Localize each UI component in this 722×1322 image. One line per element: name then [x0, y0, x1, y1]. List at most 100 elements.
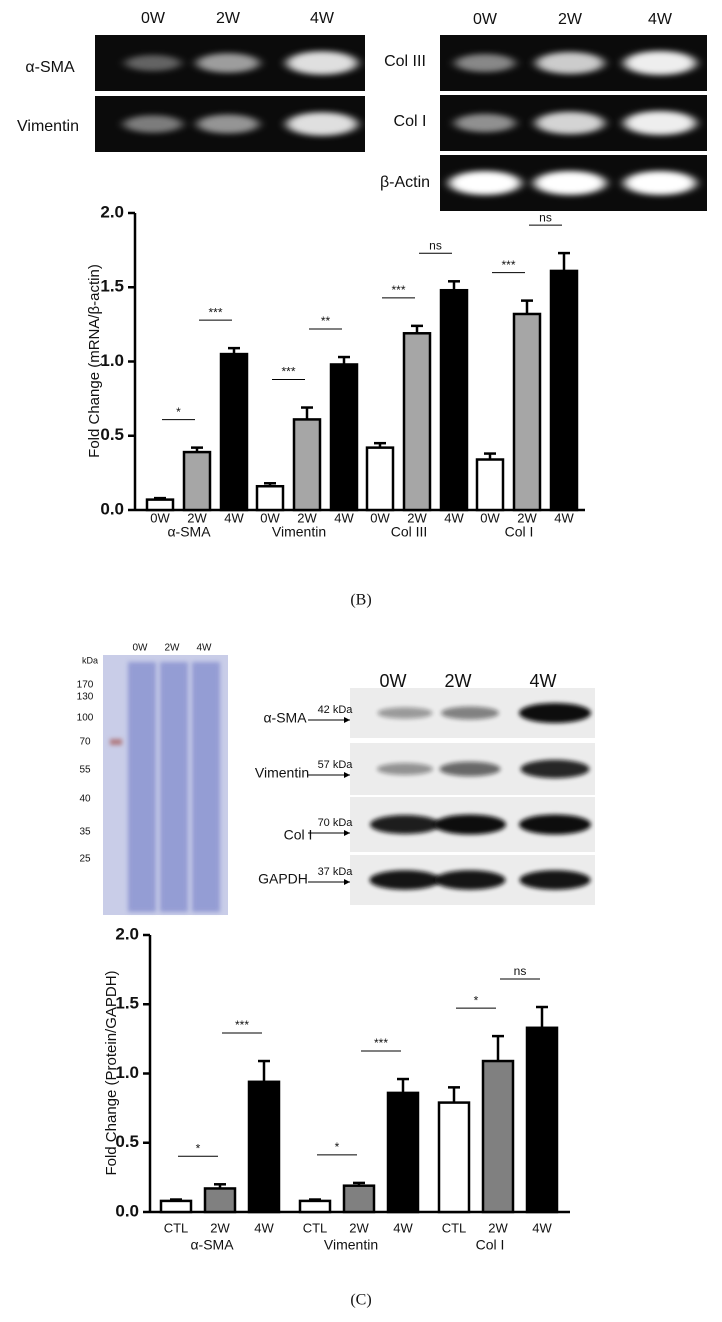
significance-label: *** [374, 1036, 388, 1050]
blot-band [519, 703, 591, 723]
lane-label: 0W [133, 643, 149, 654]
blot-band [123, 115, 183, 133]
arrowhead [344, 879, 350, 885]
x-tick-label: 4W [444, 510, 464, 525]
bar [481, 1059, 515, 1214]
y-tick-label: 0.5 [100, 425, 124, 444]
x-tick-label: 2W [187, 510, 207, 525]
x-tick-label: 0W [150, 510, 170, 525]
bar [365, 446, 395, 512]
x-tick-label: 4W [532, 1220, 552, 1235]
row-label: α-SMA [25, 59, 75, 76]
bar [475, 458, 505, 512]
size-label: 42 kDa [318, 704, 354, 716]
significance-label: *** [235, 1018, 249, 1032]
blot-band [519, 814, 591, 835]
y-tick-label: 1.0 [115, 1063, 139, 1082]
category-label: Vimentin [324, 1237, 378, 1253]
bar [219, 352, 249, 512]
row-label: Vimentin [17, 118, 79, 135]
lane-label: 0W [380, 671, 407, 691]
y-tick-label: 1.5 [115, 994, 139, 1013]
bar [159, 1199, 193, 1214]
lane-label: 2W [445, 671, 472, 691]
arrowhead [344, 717, 350, 723]
blot-band [441, 706, 499, 720]
x-tick-label: CTL [164, 1220, 189, 1235]
x-tick-label: CTL [442, 1220, 467, 1235]
x-tick-label: 2W [407, 510, 427, 525]
significance-label: ns [539, 210, 552, 224]
y-tick-label: 0.0 [100, 499, 124, 518]
significance-label: *** [281, 365, 295, 379]
blot-band [377, 763, 433, 775]
row-label: β-Actin [380, 174, 430, 191]
lane-label: 2W [216, 10, 241, 27]
blot-band [519, 870, 591, 890]
lane-label: 0W [141, 10, 166, 27]
blot-band [520, 759, 590, 779]
category-label: Col I [476, 1237, 505, 1253]
x-tick-label: 4W [554, 510, 574, 525]
significance-label: *** [501, 258, 515, 272]
row-label: Col III [384, 53, 426, 70]
size-label: 70 kDa [318, 817, 354, 829]
significance-label: * [176, 405, 181, 419]
significance-label: ns [429, 238, 442, 252]
blot-band [196, 53, 260, 73]
y-tick-label: 1.5 [100, 277, 124, 296]
blot-band [535, 111, 605, 135]
blot-band [197, 114, 259, 134]
blot-band [439, 761, 501, 777]
gel-unit: kDa [82, 655, 98, 665]
lane-label: 0W [473, 11, 498, 28]
lane-label: 4W [530, 671, 557, 691]
x-tick-label: 4W [393, 1220, 413, 1235]
bar [439, 288, 469, 512]
blot-band [125, 55, 181, 71]
gel-lane [192, 662, 220, 912]
bar [182, 450, 212, 512]
gel-lane [128, 662, 156, 912]
bar [342, 1184, 376, 1214]
bar [145, 498, 175, 512]
blot-band [454, 113, 516, 133]
x-tick-label: 0W [370, 510, 390, 525]
marker-label: 40 [79, 794, 91, 805]
significance-label: * [335, 1140, 340, 1154]
marker-label: 25 [79, 854, 91, 865]
category-label: Col I [505, 524, 534, 540]
y-tick-label: 1.0 [100, 351, 124, 370]
gel-lane [160, 662, 188, 912]
blot-band [534, 171, 606, 195]
lane-label: 4W [648, 11, 673, 28]
row-label: Col I [284, 827, 313, 843]
marker-label: 35 [79, 827, 91, 838]
blot-band [286, 51, 358, 75]
bar [203, 1187, 237, 1214]
bar [247, 1080, 281, 1214]
bar [549, 269, 579, 512]
y-tick-label: 2.0 [100, 202, 124, 221]
blot-band [377, 707, 433, 719]
row-label: α-SMA [263, 710, 307, 726]
significance-label: * [196, 1141, 201, 1155]
lane-label: 4W [310, 10, 335, 27]
x-tick-label: CTL [303, 1220, 328, 1235]
blot-band [369, 870, 441, 890]
x-tick-label: 2W [349, 1220, 369, 1235]
category-label: α-SMA [190, 1237, 234, 1253]
size-label: 37 kDa [318, 866, 354, 878]
x-tick-label: 0W [480, 510, 500, 525]
arrowhead [344, 772, 350, 778]
bar [292, 418, 322, 512]
marker-label: 130 [77, 692, 94, 703]
blot-band [624, 51, 696, 75]
bar [298, 1199, 332, 1214]
marker-label: 170 [77, 680, 94, 691]
x-tick-label: 4W [254, 1220, 274, 1235]
blot-band [370, 815, 440, 834]
x-tick-label: 4W [334, 510, 354, 525]
blot-band [624, 111, 696, 135]
